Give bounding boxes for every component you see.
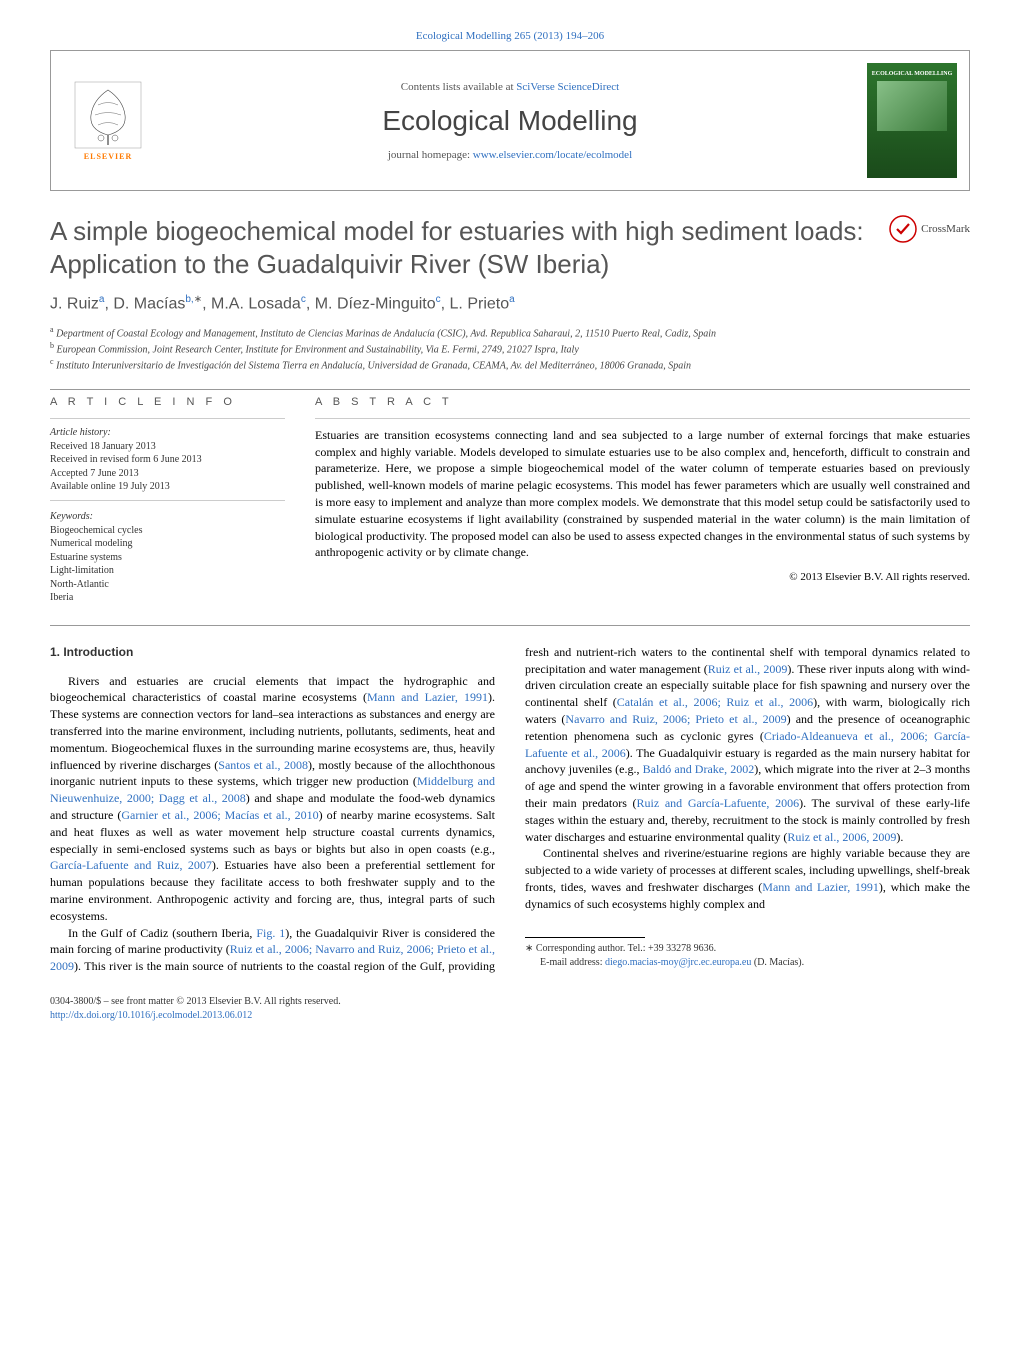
- article-info: A R T I C L E I N F O Article history: R…: [50, 396, 285, 605]
- crossmark-icon: [889, 215, 917, 243]
- footer-issn: 0304-3800/$ – see front matter © 2013 El…: [50, 995, 970, 1009]
- affiliations: a Department of Coastal Ecology and Mana…: [50, 325, 970, 372]
- abstract-text: Estuaries are transition ecosystems conn…: [315, 427, 970, 561]
- intro-heading: 1. Introduction: [50, 644, 495, 661]
- affiliation-b: b European Commission, Joint Research Ce…: [50, 341, 970, 357]
- keywords-label: Keywords:: [50, 511, 285, 522]
- info-subrule-2: [50, 500, 285, 501]
- affiliation-c: c Instituto Interuniversitario de Invest…: [50, 357, 970, 373]
- crossmark-label: CrossMark: [921, 223, 970, 235]
- journal-homepage: journal homepage: www.elsevier.com/locat…: [168, 149, 852, 161]
- history-online: Available online 19 July 2013: [50, 480, 285, 494]
- rule-bottom: [50, 625, 970, 626]
- authors: J. Ruiza, D. Macíasb,∗, M.A. Losadac, M.…: [50, 294, 970, 313]
- header-center: Contents lists available at SciVerse Sci…: [153, 81, 867, 161]
- history-revised: Received in revised form 6 June 2013: [50, 453, 285, 467]
- cite-catalan-2006[interactable]: Catalán et al., 2006; Ruiz et al., 2006: [617, 695, 813, 709]
- abstract-heading: A B S T R A C T: [315, 396, 970, 408]
- affiliation-c-text: Instituto Interuniversitario de Investig…: [56, 360, 691, 371]
- cover-image: [877, 81, 947, 131]
- elsevier-logo: ELSEVIER: [63, 71, 153, 171]
- footnote-rule: [525, 937, 645, 938]
- article-title: A simple biogeochemical model for estuar…: [50, 215, 870, 280]
- cite-mann-1991b[interactable]: Mann and Lazier, 1991: [762, 880, 879, 894]
- body-columns: 1. Introduction Rivers and estuaries are…: [50, 644, 970, 975]
- affiliation-a: a Department of Coastal Ecology and Mana…: [50, 325, 970, 341]
- abstract-copyright: © 2013 Elsevier B.V. All rights reserved…: [315, 571, 970, 583]
- journal-reference: Ecological Modelling 265 (2013) 194–206: [50, 30, 970, 42]
- cover-title: ECOLOGICAL MODELLING: [872, 71, 953, 77]
- keyword-3: Light-limitation: [50, 564, 285, 578]
- footer-block: 0304-3800/$ – see front matter © 2013 El…: [50, 995, 970, 1023]
- cite-garcia-2007[interactable]: García-Lafuente and Ruiz, 2007: [50, 858, 212, 872]
- keyword-5: Iberia: [50, 591, 285, 605]
- email-label: E-mail address:: [540, 957, 605, 968]
- homepage-prefix: journal homepage:: [388, 149, 473, 161]
- info-subrule-1: [50, 418, 285, 419]
- journal-header: ELSEVIER Contents lists available at Sci…: [50, 50, 970, 191]
- title-row: A simple biogeochemical model for estuar…: [50, 215, 970, 280]
- contents-prefix: Contents lists available at: [401, 81, 516, 93]
- cite-baldo-2002[interactable]: Baldó and Drake, 2002: [643, 762, 755, 776]
- cite-ruiz-2009[interactable]: Ruiz et al., 2009: [708, 662, 788, 676]
- abstract: A B S T R A C T Estuaries are transition…: [315, 396, 970, 605]
- p2-post: ).: [896, 830, 903, 844]
- sciencedirect-link[interactable]: SciVerse ScienceDirect: [516, 81, 619, 93]
- info-abstract-row: A R T I C L E I N F O Article history: R…: [50, 396, 970, 605]
- intro-p3: Continental shelves and riverine/estuari…: [525, 845, 970, 912]
- figref-1[interactable]: Fig. 1: [256, 926, 285, 940]
- history-label: Article history:: [50, 427, 285, 438]
- history-accepted: Accepted 7 June 2013: [50, 467, 285, 481]
- keyword-2: Estuarine systems: [50, 551, 285, 565]
- cite-ruiz-garcia-2006[interactable]: Ruiz and García-Lafuente, 2006: [637, 796, 800, 810]
- keyword-1: Numerical modeling: [50, 537, 285, 551]
- email-link[interactable]: diego.macias-moy@jrc.ec.europa.eu: [605, 957, 751, 968]
- intro-p1: Rivers and estuaries are crucial element…: [50, 673, 495, 925]
- footnote-email: E-mail address: diego.macias-moy@jrc.ec.…: [525, 956, 970, 970]
- cite-ruiz-2006-2009[interactable]: Ruiz et al., 2006, 2009: [787, 830, 896, 844]
- journal-cover-thumb: ECOLOGICAL MODELLING: [867, 63, 957, 178]
- elsevier-name: ELSEVIER: [84, 152, 132, 161]
- affiliation-b-text: European Commission, Joint Research Cent…: [57, 344, 579, 355]
- doi-link[interactable]: http://dx.doi.org/10.1016/j.ecolmodel.20…: [50, 1010, 252, 1021]
- email-suffix: (D. Macías).: [751, 957, 804, 968]
- footnote-block: ∗ Corresponding author. Tel.: +39 33278 …: [525, 937, 970, 970]
- keyword-0: Biogeochemical cycles: [50, 524, 285, 538]
- crossmark-badge[interactable]: CrossMark: [870, 215, 970, 243]
- contents-available: Contents lists available at SciVerse Sci…: [168, 81, 852, 93]
- cite-santos-2008[interactable]: Santos et al., 2008: [218, 758, 308, 772]
- cite-navarro-2006[interactable]: Navarro and Ruiz, 2006; Prieto et al., 2…: [565, 712, 786, 726]
- homepage-link[interactable]: www.elsevier.com/locate/ecolmodel: [473, 149, 632, 161]
- p2-pre: In the Gulf of Cadiz (southern Iberia,: [68, 926, 256, 940]
- cite-mann-1991[interactable]: Mann and Lazier, 1991: [367, 690, 488, 704]
- footnote-corresponding: ∗ Corresponding author. Tel.: +39 33278 …: [525, 942, 970, 956]
- abstract-subrule: [315, 418, 970, 419]
- journal-title: Ecological Modelling: [168, 105, 852, 137]
- article-info-heading: A R T I C L E I N F O: [50, 396, 285, 408]
- cite-garnier-2006[interactable]: Garnier et al., 2006; Macías et al., 201…: [121, 808, 318, 822]
- rule-top: [50, 389, 970, 390]
- affiliation-a-text: Department of Coastal Ecology and Manage…: [56, 329, 716, 340]
- elsevier-tree-icon: [73, 80, 143, 150]
- history-received: Received 18 January 2013: [50, 440, 285, 454]
- keyword-4: North-Atlantic: [50, 578, 285, 592]
